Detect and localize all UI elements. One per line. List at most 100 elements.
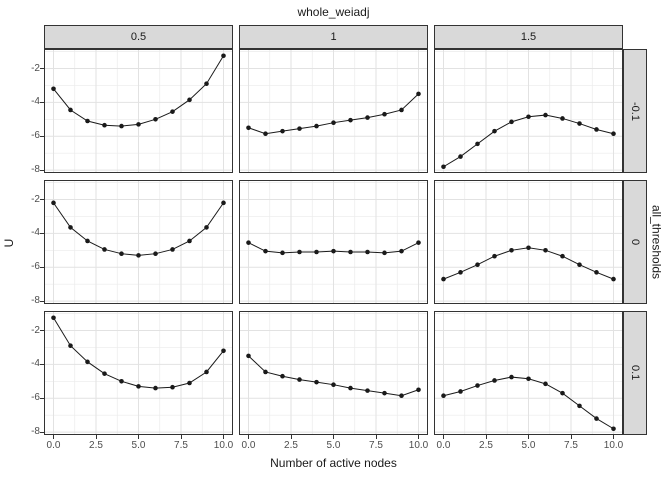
data-point [509,248,514,253]
data-point [526,114,531,120]
y-tick-label: -2 [31,193,40,205]
data-point [611,131,616,137]
x-tick-mark [248,435,249,439]
facet-panel-r1c1 [44,49,233,173]
data-point [399,107,404,113]
data-point [280,373,285,379]
data-point [85,238,90,244]
data-point [136,253,141,258]
y-tick-mark [40,199,44,200]
data-point [51,315,56,321]
data-point [297,126,302,131]
x-tick-mark [528,435,529,439]
x-tick-mark [613,435,614,439]
panel-plot-area [435,181,622,303]
x-tick-label: 0.0 [46,440,61,451]
y-tick-mark [40,232,44,234]
data-point [475,141,480,147]
data-point [365,115,370,120]
y-tick-mark [40,101,44,103]
data-point [68,343,73,349]
data-point [246,125,251,131]
x-tick-label: 0.0 [436,440,451,451]
x-tick-label: 5.0 [131,440,146,451]
y-tick-mark [40,330,44,331]
facet-row-strip--0.1: -0.1 [623,49,647,173]
data-point [594,416,599,421]
data-point [611,426,616,432]
data-point [458,389,463,394]
data-point [314,123,319,129]
data-point [560,390,565,396]
x-tick-label: 7.5 [564,440,578,451]
data-point [560,116,565,121]
facet-panel-r1c2 [239,49,428,173]
data-point [331,248,336,254]
data-point [119,251,124,256]
data-point [331,382,336,387]
x-tick-label: 0.0 [241,440,256,451]
y-tick-mark [40,169,44,171]
panel-plot-area [435,50,622,172]
y-axis-title: U [2,238,16,248]
panel-plot-area [45,312,232,434]
x-tick-label: 5.0 [521,440,536,451]
data-point [102,122,107,128]
data-point [526,245,531,251]
facet-panel-r2c1 [44,180,233,304]
data-point [221,348,226,354]
facet-col-strip-1: 1 [239,25,428,49]
data-point [577,403,582,409]
data-point [441,393,446,399]
data-point [399,248,404,254]
x-tick-mark [485,435,487,439]
data-point [399,393,404,399]
data-point [441,164,446,170]
data-point [51,86,56,92]
facet-panel-r2c2 [239,180,428,304]
data-point [170,247,175,252]
y-tick-label: -8 [31,426,40,438]
data-point [187,238,192,244]
panel-plot-area [240,50,427,172]
data-point [187,380,192,386]
data-point [153,385,158,391]
data-point [314,249,319,255]
data-point [170,109,175,114]
y-tick-label: -2 [31,62,40,74]
data-point [416,387,421,393]
data-point [153,251,158,256]
data-point [509,374,514,380]
x-tick-mark [570,435,572,439]
data-point [51,200,56,206]
x-tick-mark [95,435,97,439]
x-tick-label: 10.0 [408,440,429,451]
data-point [543,381,548,387]
data-point [382,250,387,256]
data-point [331,120,336,125]
data-point [119,379,124,384]
data-point [577,262,582,268]
data-point [314,379,319,385]
x-axis-title: Number of active nodes [270,456,397,470]
data-point [85,359,90,365]
y-tick-label: -4 [31,227,40,239]
data-point [297,249,302,255]
y-tick-mark [40,300,44,302]
data-point [348,249,353,255]
data-point [136,122,141,127]
data-point [68,225,73,230]
facet-panel-r3c2 [239,311,428,435]
data-point [509,119,514,125]
data-point [246,353,251,359]
data-point [611,276,616,282]
data-point [365,388,370,393]
data-point [543,248,548,253]
y-tick-label: -2 [31,324,40,336]
data-point [187,97,192,103]
data-point [348,117,353,123]
data-point [153,117,158,122]
data-point [365,249,370,255]
data-point [280,128,285,134]
